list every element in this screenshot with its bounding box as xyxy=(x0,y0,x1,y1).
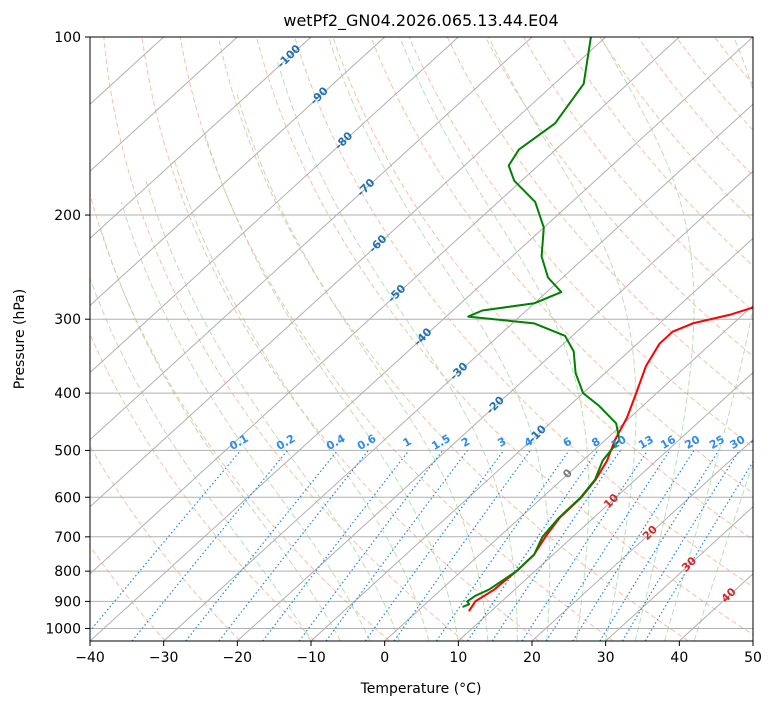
isotherm-line xyxy=(605,506,753,641)
dry-adiabat xyxy=(484,37,753,357)
isotherm-line xyxy=(236,170,753,641)
mixing-ratio-label: 36 xyxy=(748,433,768,452)
moist-adiabat xyxy=(90,276,312,641)
mixing-ratio-line xyxy=(131,450,289,641)
mixing-ratio-line xyxy=(572,450,695,641)
y-tick-label: 400 xyxy=(54,386,81,402)
mixing-ratio-line xyxy=(218,450,369,641)
isotherm-line xyxy=(90,37,533,441)
mixing-ratio-line xyxy=(545,450,671,641)
x-tick-label: −40 xyxy=(75,650,105,666)
x-tick-label: 40 xyxy=(670,650,688,666)
isotherm-line xyxy=(90,37,238,172)
y-tick-label: 600 xyxy=(54,490,81,506)
dry-adiabat xyxy=(217,37,689,641)
x-axis-ticks: −40 −30 −20 −10 0 10 20 30 40 50 xyxy=(75,641,762,666)
mixing-ratio-line xyxy=(364,450,505,641)
y-tick-label: 500 xyxy=(54,443,81,459)
dry-adiabat xyxy=(90,192,390,641)
dewpoint-profile xyxy=(462,37,621,608)
isotherm-line xyxy=(752,640,753,641)
isotherm-line xyxy=(90,37,459,374)
isotherm-line xyxy=(90,37,680,575)
dry-adiabat xyxy=(90,332,316,641)
x-axis-label: Temperature (°C) xyxy=(360,681,482,697)
dry-adiabat xyxy=(141,37,540,641)
y-axis-label: Pressure (hPa) xyxy=(12,289,28,389)
mixing-ratio-line xyxy=(621,450,740,641)
y-tick-label: 700 xyxy=(54,530,81,546)
dry-adiabat xyxy=(523,37,753,312)
dry-adiabat xyxy=(446,37,753,403)
dry-adiabat xyxy=(294,37,753,588)
moist-adiabat xyxy=(236,94,489,641)
y-axis-ticks: 1000 900 800 700 600 500 400 300 200 100 xyxy=(45,30,90,637)
isotherm-line xyxy=(310,237,753,641)
isotherm-line xyxy=(90,37,753,641)
x-tick-label: −10 xyxy=(296,650,326,666)
series-layer xyxy=(462,37,753,612)
isotherm-line xyxy=(90,37,312,240)
x-tick-label: 50 xyxy=(744,650,762,666)
chart-title: wetPf2_GN04.2026.065.13.44.E04 xyxy=(283,11,558,31)
dry-adiabat xyxy=(103,37,465,641)
dry-adiabat xyxy=(256,37,753,636)
dry-adiabat xyxy=(370,37,753,494)
moist-adiabat xyxy=(277,61,518,641)
plot-frame xyxy=(89,36,754,642)
mixing-ratio-line xyxy=(644,460,753,641)
x-tick-label: −20 xyxy=(223,650,253,666)
mixing-ratio-line xyxy=(599,450,720,641)
moist-adiabat xyxy=(99,227,341,641)
isotherm-line xyxy=(457,371,753,641)
dry-adiabat xyxy=(332,37,753,541)
dry-adiabat xyxy=(179,37,614,641)
mixing-ratio-line xyxy=(90,450,242,633)
moist-adiabat xyxy=(145,180,400,641)
isotherm-line xyxy=(531,438,753,641)
moist-adiabat xyxy=(488,37,637,641)
isotherm-line xyxy=(163,103,753,641)
y-tick-label: 800 xyxy=(54,564,81,580)
y-tick-label: 1000 xyxy=(45,621,81,637)
x-tick-label: 20 xyxy=(523,650,541,666)
mixing-ratio-line xyxy=(185,450,339,641)
mixing-ratio-line xyxy=(435,450,570,641)
x-tick-label: −30 xyxy=(149,650,179,666)
y-tick-label: 200 xyxy=(54,208,81,224)
dry-adiabat xyxy=(637,37,753,177)
moist-adiabat xyxy=(693,462,753,641)
mixing-ratio-line xyxy=(393,450,531,641)
x-tick-label: 10 xyxy=(449,650,467,666)
dry-adiabat xyxy=(408,37,753,448)
isotherm-line xyxy=(90,37,607,508)
isotherm-line xyxy=(90,37,386,307)
y-tick-label: 900 xyxy=(54,594,81,610)
dry-adiabat xyxy=(752,37,753,39)
mixing-ratio-line xyxy=(467,450,599,641)
isotherm-line xyxy=(384,304,753,641)
temperature-profile xyxy=(468,306,753,612)
moist-adiabat xyxy=(600,37,695,641)
grid-layer xyxy=(90,37,753,641)
x-tick-label: 30 xyxy=(597,650,615,666)
y-tick-label: 100 xyxy=(54,30,81,46)
y-tick-label: 300 xyxy=(54,312,81,328)
x-tick-label: 0 xyxy=(380,650,389,666)
